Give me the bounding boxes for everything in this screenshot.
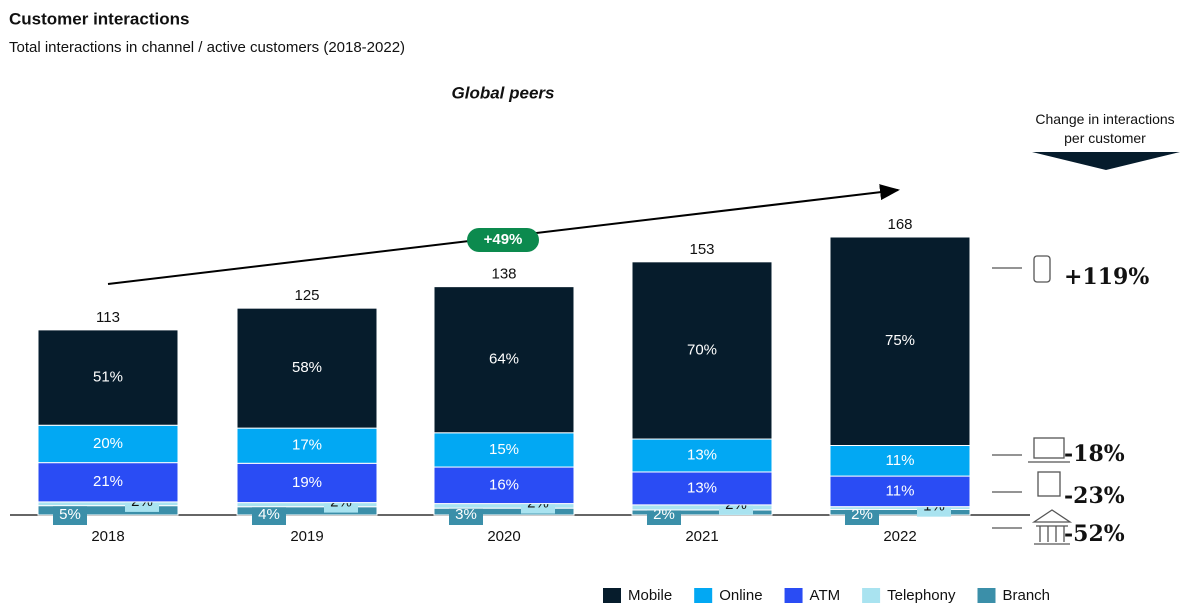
legend-swatch (862, 588, 881, 603)
change-label: -23% (1064, 483, 1125, 509)
bar-segment (37, 329, 179, 426)
bar-segment (37, 462, 179, 503)
chart-title: Customer interactions (9, 9, 189, 28)
legend-swatch (784, 588, 803, 603)
x-tick-label: 2021 (685, 528, 718, 545)
legend-label: Branch (1003, 587, 1051, 604)
change-arrow (1032, 152, 1180, 170)
growth-badge (467, 228, 539, 252)
bar-segment (236, 427, 378, 464)
change-title: Change in interactions per customer (1035, 111, 1174, 146)
bar-segment (829, 475, 971, 508)
growth-label: +49% (484, 231, 523, 248)
change-label: +119% (1064, 264, 1149, 290)
bar-segment (631, 261, 773, 440)
total-label: 138 (491, 266, 516, 283)
value-label: 11% (886, 452, 915, 469)
bar-segment (433, 286, 575, 434)
bar-segment (236, 307, 378, 429)
value-label: 64% (489, 351, 519, 368)
value-label: 58% (292, 359, 322, 376)
value-label: 4% (258, 506, 280, 523)
total-label: 168 (887, 216, 912, 233)
bar-segment (433, 432, 575, 468)
label-box (53, 505, 87, 525)
value-label: 11% (886, 482, 915, 499)
bar-segment (631, 438, 773, 473)
value-label: 13% (687, 479, 717, 496)
legend-swatch (603, 588, 621, 603)
bar-segment (631, 471, 773, 506)
x-tick-label: 2022 (883, 528, 916, 545)
total-label: 153 (689, 241, 714, 258)
value-label: 21% (93, 473, 123, 490)
value-label: 16% (489, 476, 519, 493)
value-label: 75% (885, 332, 915, 349)
value-label: 70% (687, 341, 717, 358)
total-label: 125 (294, 287, 319, 304)
value-label: 19% (292, 474, 322, 491)
value-label: 51% (93, 369, 123, 386)
value-label: 2% (851, 506, 873, 523)
bar-segment (829, 445, 971, 477)
chart-subtitle: Total interactions in channel / active c… (9, 39, 405, 56)
value-label: 17% (292, 437, 322, 454)
value-label: 20% (93, 435, 123, 452)
bar-segment (433, 466, 575, 505)
bar-segment (37, 424, 179, 464)
bar-segment (236, 462, 378, 504)
change-label: -18% (1064, 441, 1125, 467)
legend-swatch (694, 588, 713, 603)
label-box (252, 505, 286, 525)
value-label: 5% (59, 506, 81, 523)
legend-label: ATM (810, 587, 841, 604)
change-label: -52% (1064, 521, 1125, 547)
x-tick-label: 2020 (487, 528, 520, 545)
group-label: Global peers (452, 83, 555, 102)
value-label: 3% (455, 506, 477, 523)
legend-label: Telephony (887, 587, 956, 604)
legend-label: Online (719, 587, 762, 604)
legend-label: Mobile (628, 587, 672, 604)
total-label: 113 (96, 309, 120, 326)
value-label: 13% (687, 446, 717, 463)
bar-segment (829, 236, 971, 446)
x-tick-label: 2018 (91, 528, 124, 545)
label-box (845, 505, 879, 525)
x-tick-label: 2019 (290, 528, 323, 545)
label-box (449, 505, 483, 525)
icons (992, 255, 1073, 545)
legend-swatch (977, 588, 996, 603)
value-label: 15% (489, 441, 519, 458)
